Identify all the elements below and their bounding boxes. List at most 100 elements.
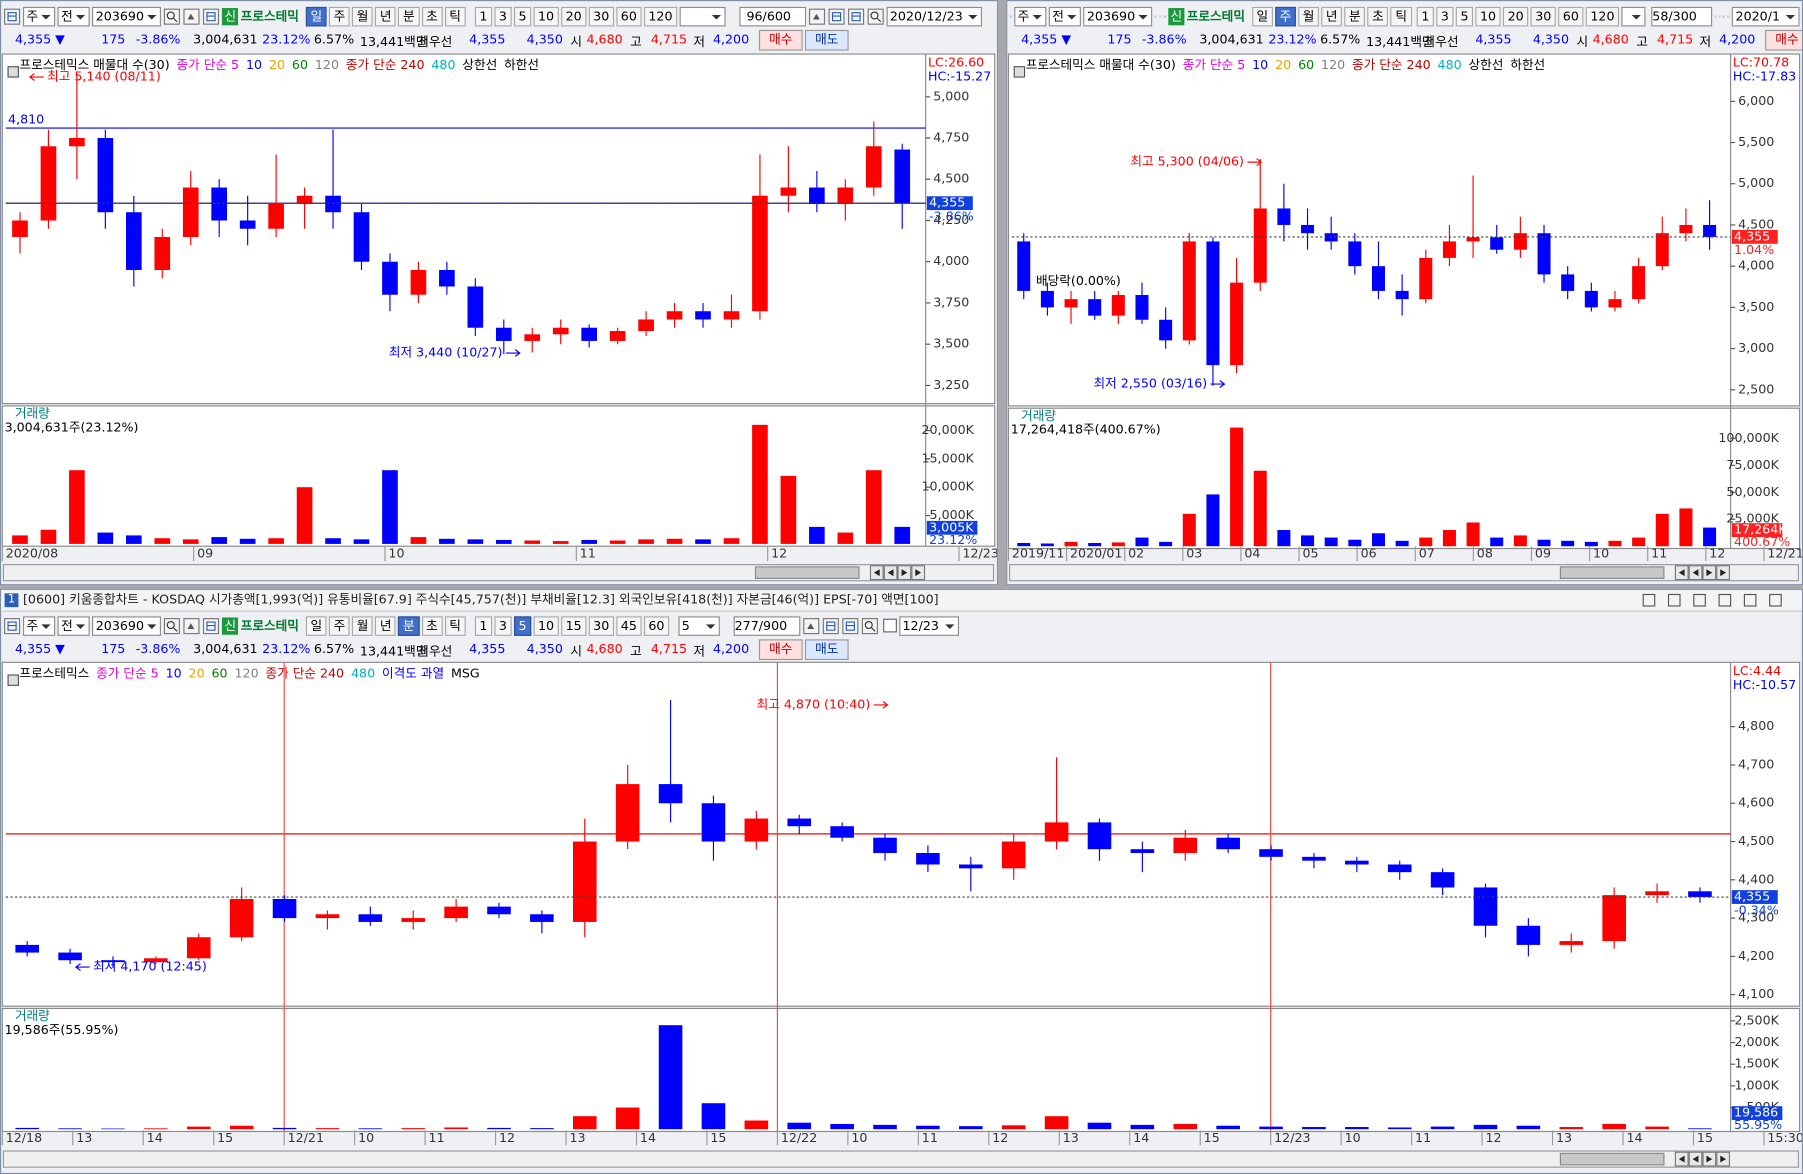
period-button[interactable]: 년: [1321, 6, 1343, 26]
period-button[interactable]: 주: [328, 6, 350, 26]
toolbar-icon[interactable]: [1714, 7, 1717, 24]
interval-button[interactable]: 10: [1475, 6, 1501, 26]
interval-button[interactable]: 120: [1585, 6, 1620, 26]
date-box[interactable]: 2020/12/23: [886, 6, 983, 26]
interval-button[interactable]: 1: [1416, 6, 1434, 26]
window-control[interactable]: [1743, 593, 1757, 607]
interval-button[interactable]: 20: [1502, 6, 1529, 26]
toolbar-icon[interactable]: [164, 7, 181, 25]
sell-button[interactable]: 매도: [804, 639, 849, 661]
window-control[interactable]: [1718, 593, 1732, 607]
window-control[interactable]: [1769, 593, 1782, 607]
interval-button[interactable]: 5: [513, 6, 532, 26]
interval-select[interactable]: [679, 6, 726, 26]
toolbar-icon[interactable]: [842, 617, 859, 634]
toolbar-icon[interactable]: [3, 7, 21, 25]
period-button[interactable]: 월: [1298, 6, 1319, 26]
checkbox[interactable]: [882, 618, 897, 633]
period-button[interactable]: 일: [1251, 6, 1273, 26]
scrollbar-thumb[interactable]: [1559, 1152, 1665, 1166]
toolbar-icon[interactable]: [203, 7, 220, 25]
toolbar-icon[interactable]: [1154, 7, 1157, 24]
date-box[interactable]: 2020/1: [1732, 6, 1800, 26]
period-button[interactable]: 초: [1367, 6, 1389, 26]
interval-button[interactable]: 30: [588, 615, 614, 636]
window-control[interactable]: [1667, 593, 1681, 607]
toolbar-icon[interactable]: [822, 617, 839, 634]
interval-button[interactable]: 45: [616, 615, 642, 636]
period-button[interactable]: 초: [421, 6, 443, 26]
kind-select[interactable]: 전: [1048, 6, 1082, 26]
count-box[interactable]: 277/900: [733, 615, 801, 636]
period-button[interactable]: 일: [305, 6, 327, 26]
scrollbar-thumb[interactable]: [1559, 566, 1665, 579]
period-button[interactable]: 분: [1344, 6, 1366, 26]
period-button[interactable]: 주: [1275, 6, 1296, 26]
toolbar-icon[interactable]: [1723, 7, 1726, 24]
interval-button[interactable]: 10: [533, 615, 559, 636]
period-button[interactable]: 틱: [444, 6, 466, 26]
period-button[interactable]: 초: [421, 615, 443, 636]
interval-button[interactable]: 10: [533, 6, 559, 26]
toolbar-icon[interactable]: [1163, 7, 1166, 24]
sell-button[interactable]: 매도: [804, 29, 849, 51]
interval-button[interactable]: 60: [616, 6, 642, 26]
interval-button[interactable]: 1: [474, 615, 492, 636]
period-button[interactable]: 분: [398, 6, 420, 26]
period-button[interactable]: 일: [305, 615, 327, 636]
mode-select[interactable]: 주: [22, 6, 56, 26]
buy-button[interactable]: 매수: [1765, 29, 1802, 51]
period-button[interactable]: 틱: [444, 615, 466, 636]
code-input[interactable]: 203690: [1083, 6, 1153, 26]
interval-button[interactable]: 3: [494, 615, 512, 636]
period-button[interactable]: 주: [328, 615, 350, 636]
interval-button[interactable]: 1: [474, 6, 492, 26]
period-button[interactable]: 틱: [1390, 6, 1412, 26]
toolbar-icon[interactable]: [183, 617, 200, 634]
buy-button[interactable]: 매수: [758, 639, 803, 661]
period-button[interactable]: 월: [352, 6, 373, 26]
toolbar-icon[interactable]: [1159, 7, 1162, 24]
period-button[interactable]: 분: [398, 615, 420, 636]
kind-select[interactable]: 전: [57, 615, 90, 636]
interval-button[interactable]: 30: [1530, 6, 1556, 26]
period-button[interactable]: 월: [352, 615, 373, 636]
toolbar-icon[interactable]: [867, 7, 884, 25]
interval-button[interactable]: 30: [588, 6, 614, 26]
interval-button[interactable]: 60: [1558, 6, 1584, 26]
toolbar-icon[interactable]: [164, 617, 181, 634]
scrollbar-thumb[interactable]: [754, 566, 860, 579]
buy-button[interactable]: 매수: [758, 29, 803, 51]
toolbar-icon[interactable]: [847, 7, 864, 25]
window-control[interactable]: [1693, 593, 1706, 607]
interval-button[interactable]: 3: [494, 6, 512, 26]
toolbar-icon[interactable]: [1718, 7, 1721, 24]
mode-select[interactable]: 주: [1014, 6, 1047, 26]
interval-button[interactable]: 20: [560, 6, 587, 26]
count-box[interactable]: 58/300: [1651, 6, 1712, 26]
code-input[interactable]: 203690: [92, 615, 162, 636]
code-input[interactable]: 203690: [92, 6, 162, 26]
toolbar-icon[interactable]: [1727, 7, 1730, 24]
unit-select[interactable]: 5: [678, 615, 720, 636]
interval-button[interactable]: 120: [643, 6, 678, 26]
interval-select[interactable]: [1621, 6, 1646, 26]
mode-select[interactable]: 주: [22, 615, 56, 636]
period-button[interactable]: 년: [375, 6, 397, 26]
toolbar-icon[interactable]: [861, 617, 878, 634]
interval-button[interactable]: 3: [1436, 6, 1454, 26]
toolbar-icon[interactable]: [802, 617, 820, 634]
toolbar-icon[interactable]: [828, 7, 845, 25]
count-box[interactable]: 96/600: [739, 6, 806, 26]
toolbar-icon[interactable]: [183, 7, 200, 25]
date-box[interactable]: 12/23: [899, 615, 959, 636]
toolbar-icon[interactable]: [203, 617, 220, 634]
interval-button[interactable]: 15: [560, 615, 587, 636]
interval-button[interactable]: 5: [513, 615, 532, 636]
kind-select[interactable]: 전: [57, 6, 90, 26]
toolbar-icon[interactable]: [1009, 7, 1012, 24]
window-control[interactable]: [1642, 593, 1656, 607]
period-button[interactable]: 년: [375, 615, 397, 636]
interval-button[interactable]: 60: [643, 615, 670, 636]
toolbar-icon[interactable]: [3, 617, 21, 634]
